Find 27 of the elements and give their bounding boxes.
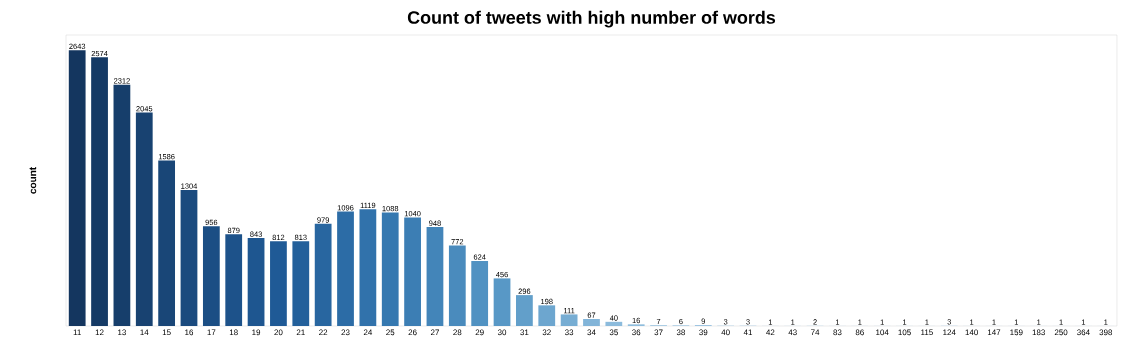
bar <box>493 278 511 326</box>
bar <box>292 241 310 326</box>
bar <box>225 234 243 326</box>
bar <box>605 321 623 326</box>
bar <box>381 212 399 326</box>
bar <box>135 112 153 326</box>
bar <box>314 223 332 326</box>
bar <box>158 160 176 326</box>
bar <box>91 57 108 326</box>
bar <box>426 227 444 326</box>
bar <box>270 241 287 326</box>
bar <box>560 314 578 326</box>
bar <box>68 50 86 326</box>
bar <box>583 319 600 326</box>
chart-title: Count of tweets with high number of words <box>407 10 776 28</box>
bar <box>404 217 421 326</box>
bar <box>247 238 265 326</box>
bar <box>202 226 220 326</box>
bar <box>516 295 533 326</box>
bar <box>448 245 466 326</box>
bar <box>471 260 489 326</box>
bar <box>180 189 198 326</box>
bar <box>337 211 354 326</box>
bar <box>538 305 556 326</box>
bar <box>359 209 377 326</box>
y-axis-title: count <box>29 167 37 194</box>
bar <box>113 84 131 326</box>
